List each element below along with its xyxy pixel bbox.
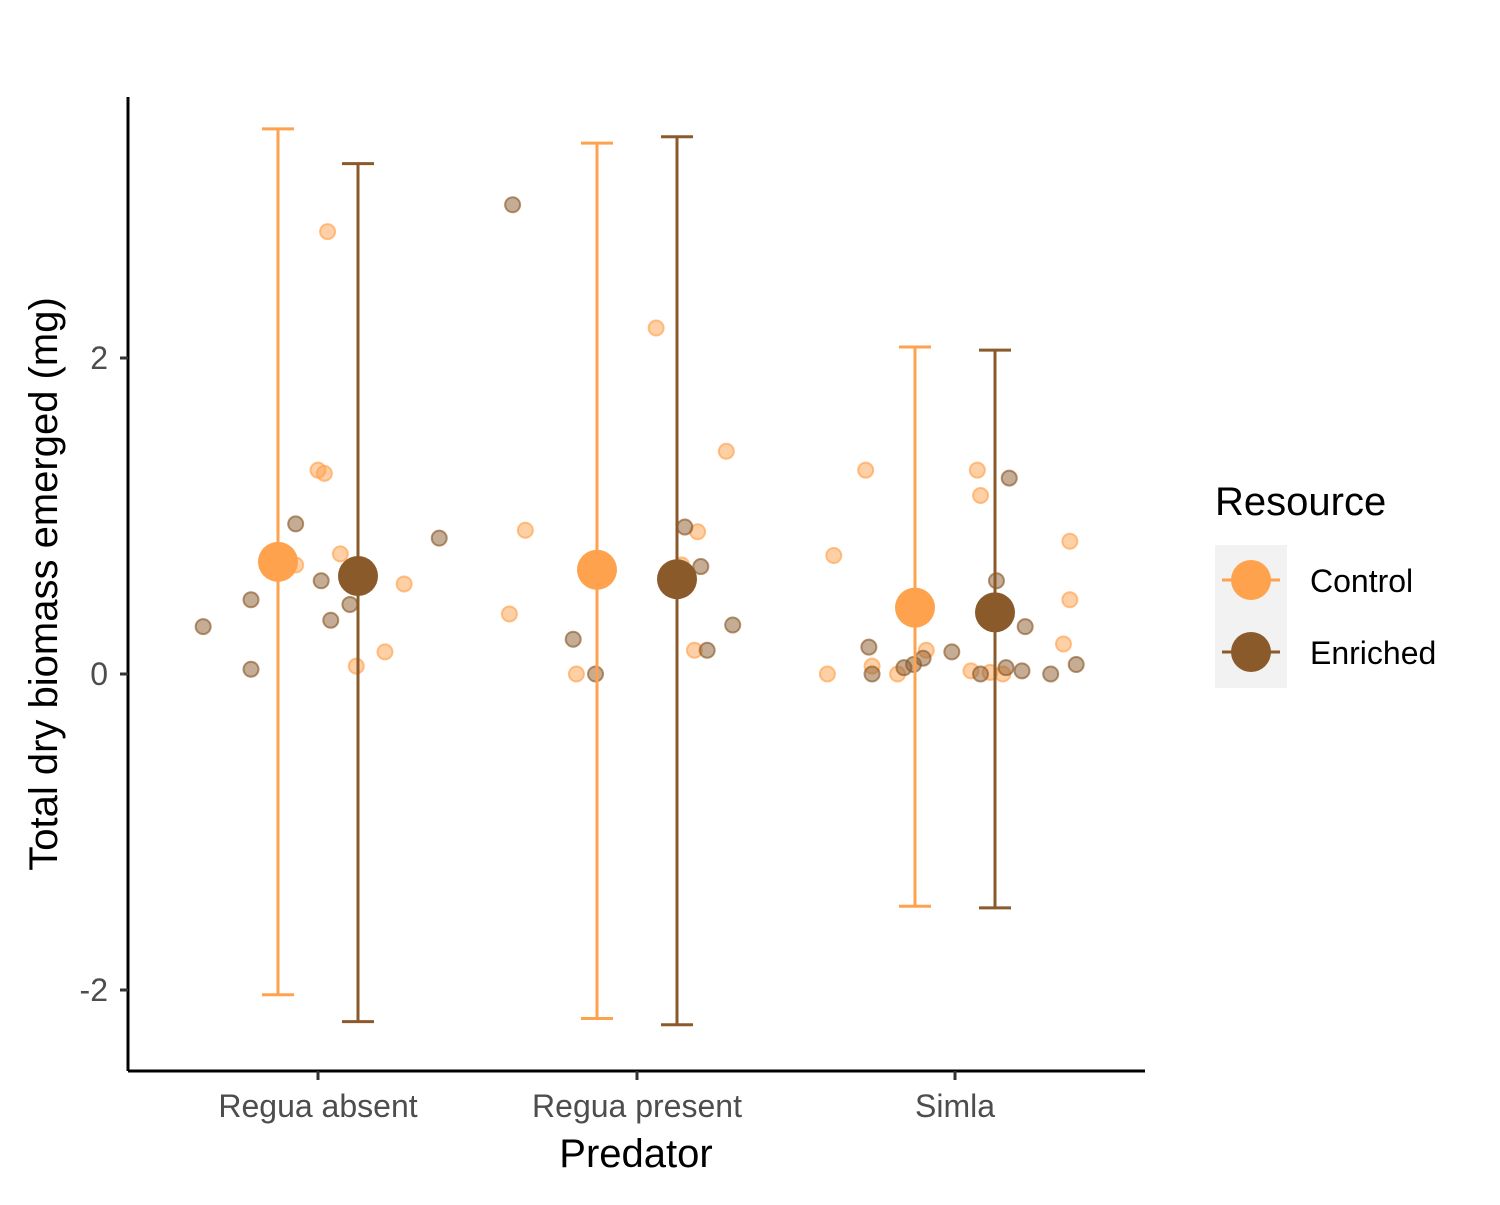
mean-point-enriched-regua-absent — [338, 556, 378, 597]
legend-title: Resource — [1215, 480, 1386, 524]
mean-point-enriched-simla — [975, 592, 1015, 633]
legend-label-control: Control — [1310, 563, 1413, 599]
point-control-regua-absent-0 — [319, 223, 337, 241]
legend-key-control-dot — [1231, 560, 1271, 600]
point-enriched-regua-absent-0 — [287, 515, 305, 533]
point-enriched-simla-28 — [1042, 665, 1060, 683]
ticks-layer: -2 0 2 Regua absent Regua present Simla — [80, 340, 996, 1124]
point-enriched-simla-27 — [972, 665, 990, 683]
legend-key-enriched — [1222, 632, 1280, 672]
point-control-simla-21 — [1061, 591, 1079, 609]
y-tick-label-0: -2 — [80, 972, 108, 1008]
mean-point-control-simla — [895, 587, 935, 628]
point-control-simla-17 — [972, 486, 990, 504]
x-tick-label-regua-absent: Regua absent — [218, 1088, 417, 1124]
point-control-simla-20 — [825, 547, 843, 564]
point-control-regua-absent-6 — [376, 643, 394, 661]
point-control-regua-present-13 — [500, 605, 518, 623]
point-enriched-simla-24 — [1013, 662, 1031, 680]
point-enriched-regua-present-10 — [692, 558, 710, 576]
summary-control-regua-absent — [258, 127, 298, 997]
point-enriched-regua-absent-4 — [341, 595, 359, 613]
point-enriched-regua-absent-5 — [322, 611, 340, 629]
summary-layer — [258, 127, 1015, 1027]
point-control-simla-22 — [1054, 635, 1072, 653]
point-control-regua-present-9 — [717, 442, 735, 460]
point-enriched-simla-23 — [997, 659, 1015, 677]
x-axis-title: Predator — [559, 1132, 712, 1176]
y-tick-label-1: 0 — [90, 656, 108, 692]
summary-enriched-regua-present — [657, 135, 697, 1027]
point-control-regua-absent-2 — [315, 464, 333, 482]
x-tick-label-simla: Simla — [915, 1088, 995, 1124]
mean-point-control-regua-present — [577, 549, 617, 590]
mean-point-enriched-regua-present — [657, 559, 697, 600]
point-control-simla-18 — [968, 461, 986, 479]
point-enriched-regua-absent-2 — [312, 572, 330, 590]
point-control-simla-25 — [818, 665, 836, 683]
point-enriched-regua-present-8 — [504, 196, 522, 214]
point-enriched-regua-absent-1 — [430, 529, 448, 547]
point-control-regua-present-15 — [567, 665, 585, 683]
point-control-regua-absent-5 — [395, 575, 413, 593]
point-enriched-regua-absent-3 — [242, 591, 260, 609]
summary-enriched-regua-absent — [338, 162, 378, 1024]
point-enriched-regua-present-12 — [564, 630, 582, 648]
x-tick-label-regua-present: Regua present — [532, 1088, 742, 1124]
point-enriched-simla-26 — [863, 665, 881, 683]
summary-control-regua-present — [577, 141, 617, 1020]
point-enriched-simla-17 — [1016, 618, 1034, 636]
legend: Resource Control Enriched — [1215, 480, 1436, 688]
point-enriched-regua-absent-7 — [242, 660, 260, 678]
y-tick-label-2: 2 — [90, 340, 108, 376]
mean-point-control-regua-absent — [258, 541, 298, 582]
point-control-simla-16 — [857, 461, 875, 479]
point-control-regua-present-8 — [647, 319, 665, 337]
legend-key-control — [1222, 560, 1280, 600]
point-enriched-regua-present-9 — [676, 518, 694, 536]
legend-label-enriched: Enriched — [1310, 635, 1436, 671]
summary-control-simla — [895, 345, 935, 908]
legend-key-enriched-dot — [1231, 632, 1271, 672]
point-control-simla-19 — [1061, 532, 1079, 550]
point-enriched-simla-18 — [860, 638, 878, 656]
point-enriched-regua-present-11 — [724, 616, 742, 634]
jitter-points-layer — [194, 196, 1085, 683]
point-control-regua-absent-3 — [331, 545, 349, 563]
point-control-regua-absent-7 — [347, 657, 365, 675]
point-enriched-regua-present-13 — [698, 641, 716, 659]
point-enriched-simla-15 — [1000, 469, 1018, 487]
y-axis-title: Total dry biomass emerged (mg) — [22, 297, 66, 871]
summary-enriched-simla — [975, 348, 1015, 910]
point-enriched-simla-22 — [895, 659, 913, 677]
point-enriched-regua-absent-6 — [194, 618, 212, 636]
point-enriched-simla-25 — [1067, 656, 1085, 674]
point-enriched-simla-19 — [943, 643, 961, 661]
point-control-regua-present-10 — [516, 521, 534, 539]
